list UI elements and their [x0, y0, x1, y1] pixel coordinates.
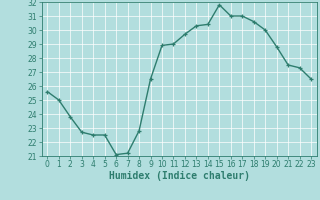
X-axis label: Humidex (Indice chaleur): Humidex (Indice chaleur): [109, 171, 250, 181]
